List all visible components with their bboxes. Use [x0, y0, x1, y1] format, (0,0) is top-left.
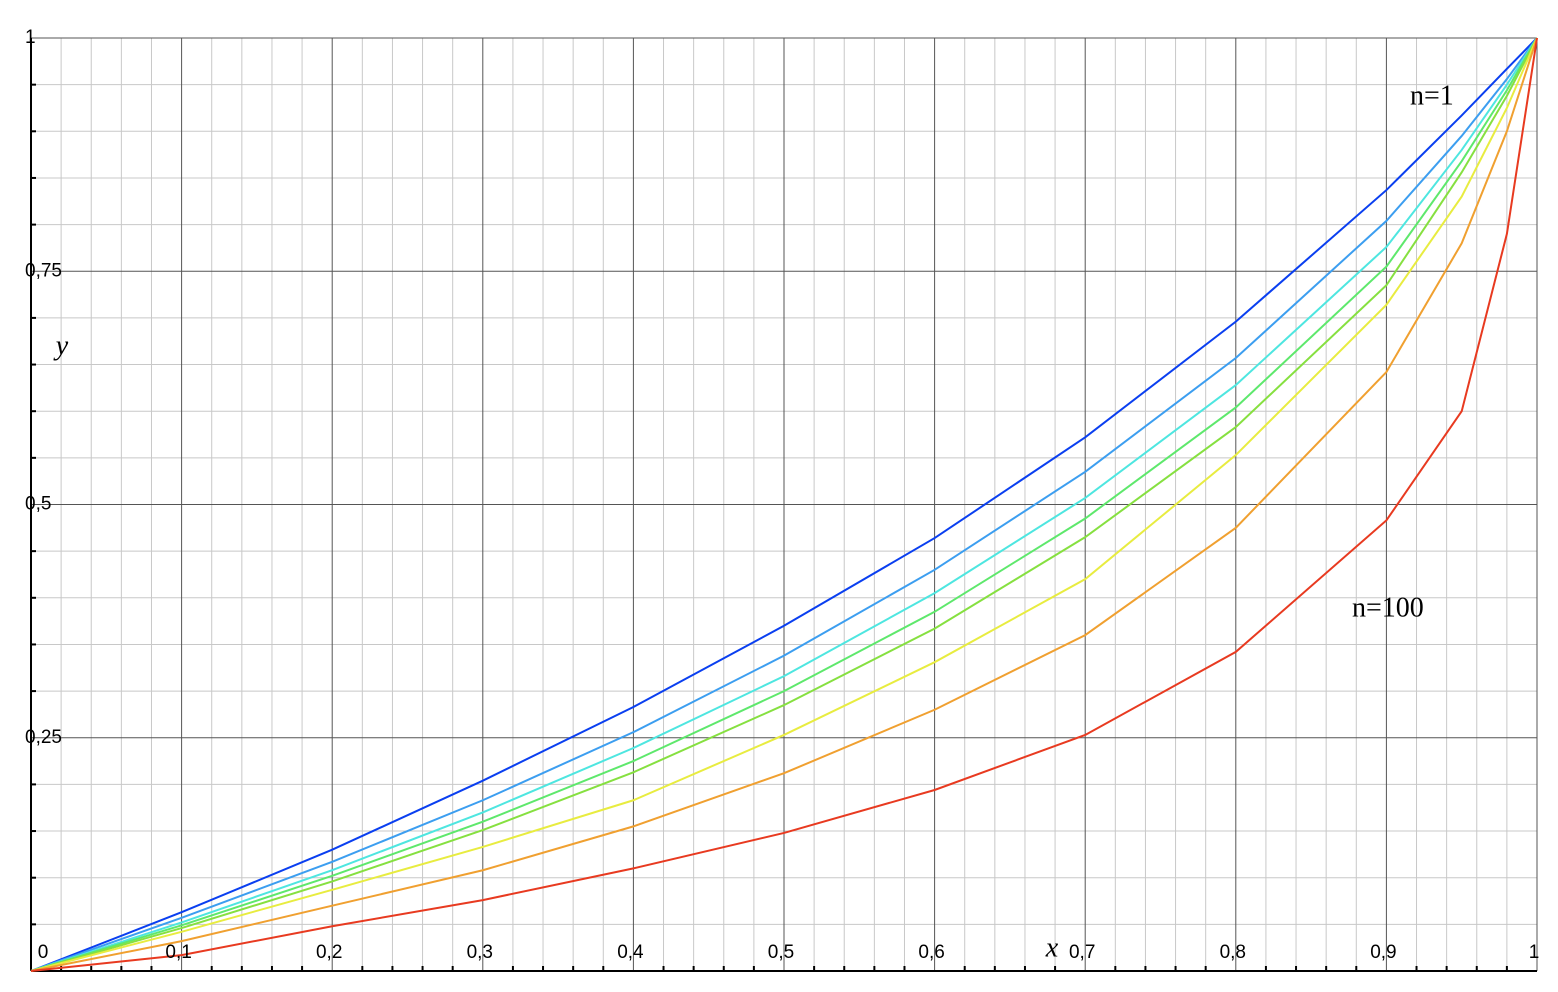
- series-line: [30, 37, 1538, 972]
- x-tick-label: 0,5: [768, 942, 794, 963]
- series-line: [30, 37, 1538, 972]
- series-line: [30, 37, 1538, 972]
- series-line: [30, 37, 1538, 972]
- x-tick-label: 0,2: [316, 942, 342, 963]
- y-axis-label: y: [53, 330, 69, 361]
- x-tick-label: 0,8: [1220, 942, 1246, 963]
- plot-lines: [30, 37, 1538, 972]
- x-tick-label: 0,1: [165, 942, 191, 963]
- y-tick-label: 1: [25, 27, 36, 48]
- series-line: [30, 37, 1538, 972]
- y-tick-label: 0,5: [25, 494, 51, 515]
- series-line: [30, 37, 1538, 972]
- y-tick-label: 0,75: [25, 260, 62, 281]
- x-tick-label: 0,4: [617, 942, 644, 963]
- x-tick-label: 0,6: [918, 942, 944, 963]
- grid: [30, 37, 1538, 972]
- x-tick-label: 0,9: [1370, 942, 1396, 963]
- x-tick-label: 0,7: [1069, 942, 1095, 963]
- series-line: [30, 37, 1538, 972]
- x-tick-label: 0: [38, 942, 49, 963]
- x-axis-label: x: [1045, 932, 1059, 963]
- x-tick-label: 1: [1529, 942, 1540, 963]
- annotation: n=100: [1352, 592, 1424, 623]
- annotation: n=1: [1410, 80, 1454, 111]
- series-line: [30, 37, 1538, 972]
- x-tick-label: 0,3: [467, 942, 493, 963]
- y-tick-label: 0,25: [25, 727, 62, 748]
- labels: 0 0,1 0,2 0,3 0,4 0,5 0,6 0,7 0,8 0,9 1 0,25 0,5 0,75…: [25, 27, 1539, 963]
